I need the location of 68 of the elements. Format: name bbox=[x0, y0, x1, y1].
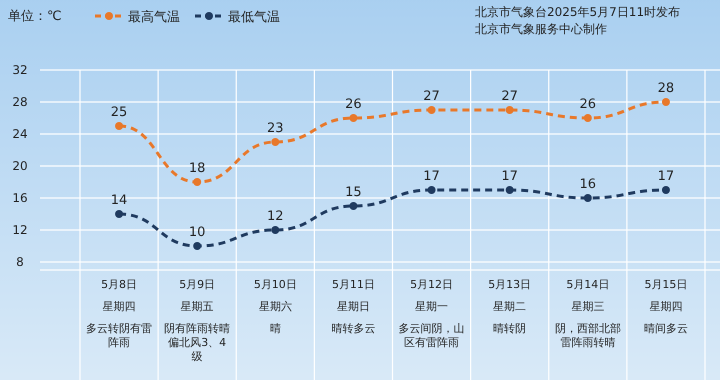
text: 星期二 bbox=[493, 300, 526, 313]
point bbox=[193, 242, 202, 250]
text: 多云转阴有雷阵雨 bbox=[86, 322, 152, 349]
point bbox=[584, 194, 592, 202]
y-tick-label: 16 bbox=[12, 191, 28, 205]
x-tick-label: 5月9日 bbox=[179, 278, 216, 291]
y-tick-label: 20 bbox=[12, 159, 28, 173]
point bbox=[506, 186, 514, 194]
data-label: 27 bbox=[423, 89, 440, 104]
x-tick-label: 5月11日 bbox=[332, 278, 375, 291]
x-tick-label: 5月8日 bbox=[101, 278, 138, 291]
x-tick-label: 5月12日 bbox=[410, 278, 454, 291]
y-tick-label: 8 bbox=[16, 255, 24, 269]
data-label: 18 bbox=[188, 161, 206, 176]
text: 晴转多云 bbox=[331, 322, 376, 335]
data-label: 28 bbox=[658, 81, 674, 96]
point bbox=[662, 186, 670, 194]
data-label: 17 bbox=[658, 169, 674, 184]
data-label: 10 bbox=[188, 225, 206, 240]
point bbox=[115, 210, 124, 218]
point bbox=[193, 178, 202, 186]
point bbox=[115, 122, 124, 130]
point bbox=[428, 106, 436, 114]
data-label: 23 bbox=[267, 121, 284, 136]
data-label: 27 bbox=[501, 89, 518, 104]
data-label: 16 bbox=[580, 177, 596, 192]
text: 北京市气象台2025年5月7日11时发布 bbox=[475, 5, 680, 19]
legend-label: 最低气温 bbox=[228, 10, 280, 25]
data-label: 14 bbox=[110, 193, 128, 208]
text: 阴有阵雨转晴偏北风3、4级 bbox=[164, 322, 230, 363]
text: 星期四 bbox=[649, 300, 682, 313]
point bbox=[271, 138, 280, 146]
y-tick-label: 24 bbox=[12, 127, 28, 141]
data-label: 12 bbox=[267, 209, 284, 224]
point bbox=[584, 114, 592, 122]
y-tick-label: 12 bbox=[12, 223, 28, 237]
text: 阴，西部北部雷阵雨转晴 bbox=[554, 322, 621, 349]
text: 多云间阴，山区有雷阵雨 bbox=[398, 322, 465, 349]
y-axis-title: 单位：℃ bbox=[8, 9, 62, 24]
point bbox=[506, 106, 514, 114]
x-tick-label: 5月10日 bbox=[254, 278, 297, 291]
x-tick-label: 5月13日 bbox=[488, 278, 532, 291]
text: 星期三 bbox=[571, 300, 604, 313]
text: 晴转阴 bbox=[493, 322, 526, 335]
data-label: 17 bbox=[423, 169, 440, 184]
point bbox=[349, 202, 358, 210]
point bbox=[349, 114, 358, 122]
point bbox=[271, 226, 280, 234]
text: 晴 bbox=[270, 322, 281, 335]
text: 星期五 bbox=[180, 300, 214, 313]
text: 北京市气象服务中心制作 bbox=[475, 22, 607, 36]
point bbox=[428, 186, 436, 194]
point bbox=[662, 98, 670, 106]
data-label: 26 bbox=[580, 97, 596, 112]
y-tick-label: 32 bbox=[12, 63, 28, 77]
x-tick-label: 5月15日 bbox=[644, 278, 688, 291]
text: 星期六 bbox=[258, 300, 292, 313]
data-label: 25 bbox=[110, 105, 128, 120]
y-tick-label: 28 bbox=[12, 95, 28, 109]
text: 星期四 bbox=[102, 300, 136, 313]
data-label: 17 bbox=[501, 169, 518, 184]
text: 星期日 bbox=[336, 300, 370, 313]
text: 星期一 bbox=[415, 300, 448, 313]
data-label: 15 bbox=[345, 185, 362, 200]
data-label: 26 bbox=[345, 97, 362, 112]
legend-label: 最高气温 bbox=[128, 9, 180, 25]
x-tick-label: 5月14日 bbox=[566, 278, 610, 291]
text: 晴间多云 bbox=[644, 322, 688, 335]
